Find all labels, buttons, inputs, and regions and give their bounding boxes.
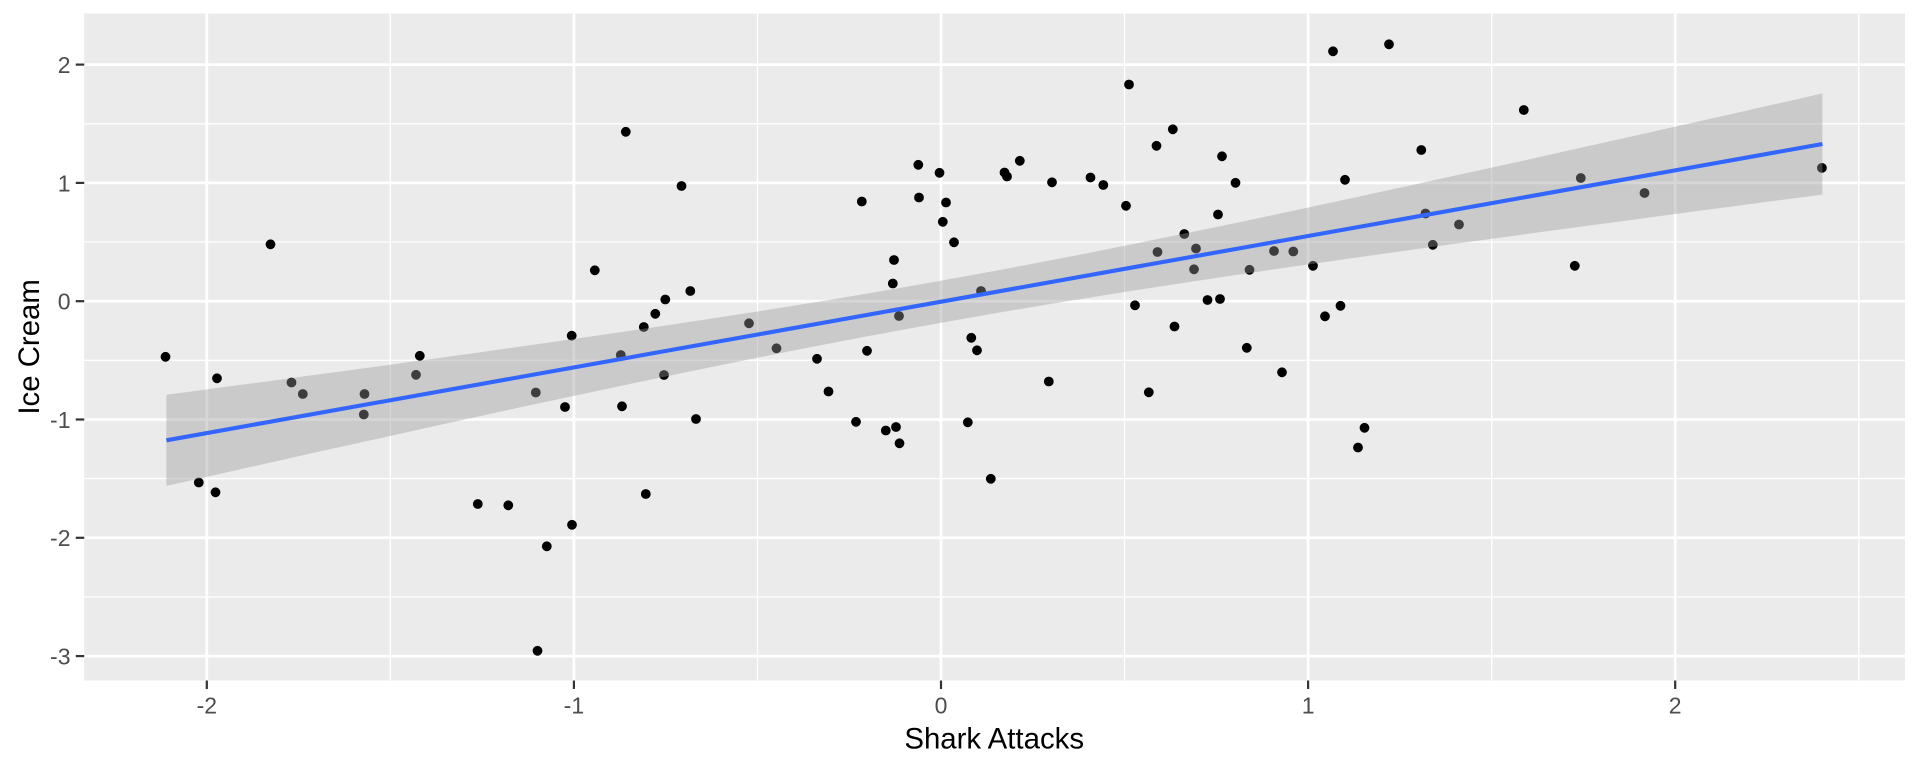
svg-text:0: 0 bbox=[935, 693, 948, 719]
svg-text:-1: -1 bbox=[50, 407, 70, 433]
svg-text:-2: -2 bbox=[50, 525, 70, 551]
svg-text:2: 2 bbox=[1669, 693, 1682, 719]
svg-text:2: 2 bbox=[58, 52, 71, 78]
svg-text:Ice Cream: Ice Cream bbox=[13, 279, 46, 415]
svg-text:Shark Attacks: Shark Attacks bbox=[904, 723, 1084, 756]
svg-text:-3: -3 bbox=[50, 644, 70, 670]
svg-text:0: 0 bbox=[58, 289, 71, 315]
svg-text:1: 1 bbox=[58, 170, 71, 196]
svg-text:1: 1 bbox=[1302, 693, 1315, 719]
svg-text:-1: -1 bbox=[564, 693, 584, 719]
svg-text:-2: -2 bbox=[197, 693, 217, 719]
